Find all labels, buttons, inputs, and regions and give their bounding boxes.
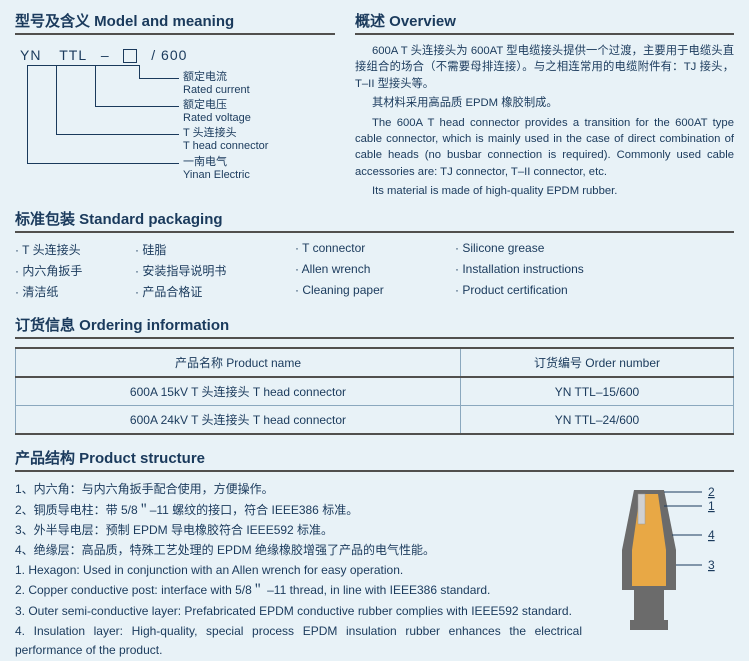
label-current-en: Rated current [183, 84, 250, 97]
table-cell: YN TTL–24/600 [460, 406, 733, 435]
overview-p1: 600A T 头连接头为 600AT 型电缆接头提供一个过渡，主要用于电缆头直接… [355, 43, 734, 92]
model-title: 型号及含义 Model and meaning [15, 10, 335, 35]
label-current-cn: 额定电流 [183, 71, 250, 84]
packaging-item: Silicone grease [455, 241, 635, 258]
packaging-item: 安装指导说明书 [135, 262, 285, 279]
code-ttl: TTL [59, 47, 87, 63]
label-thead-cn: T 头连接头 [183, 127, 268, 140]
table-cell: 600A 24kV T 头连接头 T head connector [16, 406, 461, 435]
structure-line-en: 3. Outer semi-conductive layer: Prefabri… [15, 602, 582, 621]
th-product: 产品名称 Product name [16, 348, 461, 377]
label-yinan-en: Yinan Electric [183, 169, 250, 182]
packaging-item: Installation instructions [455, 262, 635, 279]
ordering-title: 订货信息 Ordering information [15, 314, 734, 339]
packaging-grid: T 头连接头硅脂 T connector Silicone grease 内六角扳手安… [15, 241, 734, 300]
model-code: YN TTL – / 600 [20, 47, 187, 63]
packaging-item: Cleaning paper [295, 283, 445, 300]
code-dash: – [101, 47, 110, 63]
packaging-item: Allen wrench [295, 262, 445, 279]
svg-text:1: 1 [708, 499, 715, 513]
svg-text:2: 2 [708, 485, 715, 499]
packaging-item: 清洁纸 [15, 283, 125, 300]
model-diagram: YN TTL – / 600 [15, 43, 335, 183]
overview-text: 600A T 头连接头为 600AT 型电缆接头提供一个过渡，主要用于电缆头直接… [355, 43, 734, 199]
structure-title: 产品结构 Product structure [15, 447, 734, 472]
svg-text:3: 3 [708, 558, 715, 572]
overview-p3: The 600A T head connector provides a tra… [355, 115, 734, 181]
label-thead-en: T head connector [183, 140, 268, 153]
table-cell: YN TTL–15/600 [460, 377, 733, 406]
table-row: 600A 24kV T 头连接头 T head connectorYN TTL–… [16, 406, 734, 435]
label-yinan-cn: 一南电气 [183, 156, 250, 169]
structure-line-cn: 3、外半导电层：预制 EPDM 导电橡胶符合 IEEE592 标准。 [15, 521, 582, 540]
overview-p4: Its material is made of high-quality EPD… [355, 183, 734, 199]
table-cell: 600A 15kV T 头连接头 T head connector [16, 377, 461, 406]
code-box [123, 49, 137, 63]
structure-diagram: 2 1 4 3 [594, 480, 734, 661]
th-order: 订货编号 Order number [460, 348, 733, 377]
structure-line-en: 1. Hexagon: Used in conjunction with an … [15, 561, 582, 580]
overview-title: 概述 Overview [355, 10, 734, 35]
table-row: 600A 15kV T 头连接头 T head connectorYN TTL–… [16, 377, 734, 406]
ordering-table: 产品名称 Product name 订货编号 Order number 600A… [15, 347, 734, 435]
packaging-item: Product certification [455, 283, 635, 300]
code-yn: YN [20, 47, 41, 63]
structure-line-cn: 4、绝缘层：高品质，特殊工艺处理的 EPDM 绝缘橡胶增强了产品的电气性能。 [15, 541, 582, 560]
structure-line-en: 2. Copper conductive post: interface wit… [15, 581, 582, 600]
code-600: / 600 [151, 47, 187, 63]
packaging-item: T 头连接头 [15, 241, 125, 258]
structure-line-cn: 2、铜质导电柱：带 5/8＂–11 螺纹的接口，符合 IEEE386 标准。 [15, 501, 582, 520]
structure-line-en: 4. Insulation layer: High-quality, speci… [15, 622, 582, 660]
overview-p2: 其材料采用高品质 EPDM 橡胶制成。 [355, 95, 734, 111]
packaging-item: 硅脂 [135, 241, 285, 258]
packaging-item: 内六角扳手 [15, 262, 125, 279]
packaging-item: T connector [295, 241, 445, 258]
label-voltage-cn: 额定电压 [183, 99, 251, 112]
structure-text: 1、内六角：与内六角扳手配合使用，方便操作。 2、铜质导电柱：带 5/8＂–11 … [15, 480, 582, 661]
svg-text:4: 4 [708, 528, 715, 542]
label-voltage-en: Rated voltage [183, 112, 251, 125]
packaging-title: 标准包装 Standard packaging [15, 208, 734, 233]
packaging-item: 产品合格证 [135, 283, 285, 300]
structure-line-cn: 1、内六角：与内六角扳手配合使用，方便操作。 [15, 480, 582, 499]
